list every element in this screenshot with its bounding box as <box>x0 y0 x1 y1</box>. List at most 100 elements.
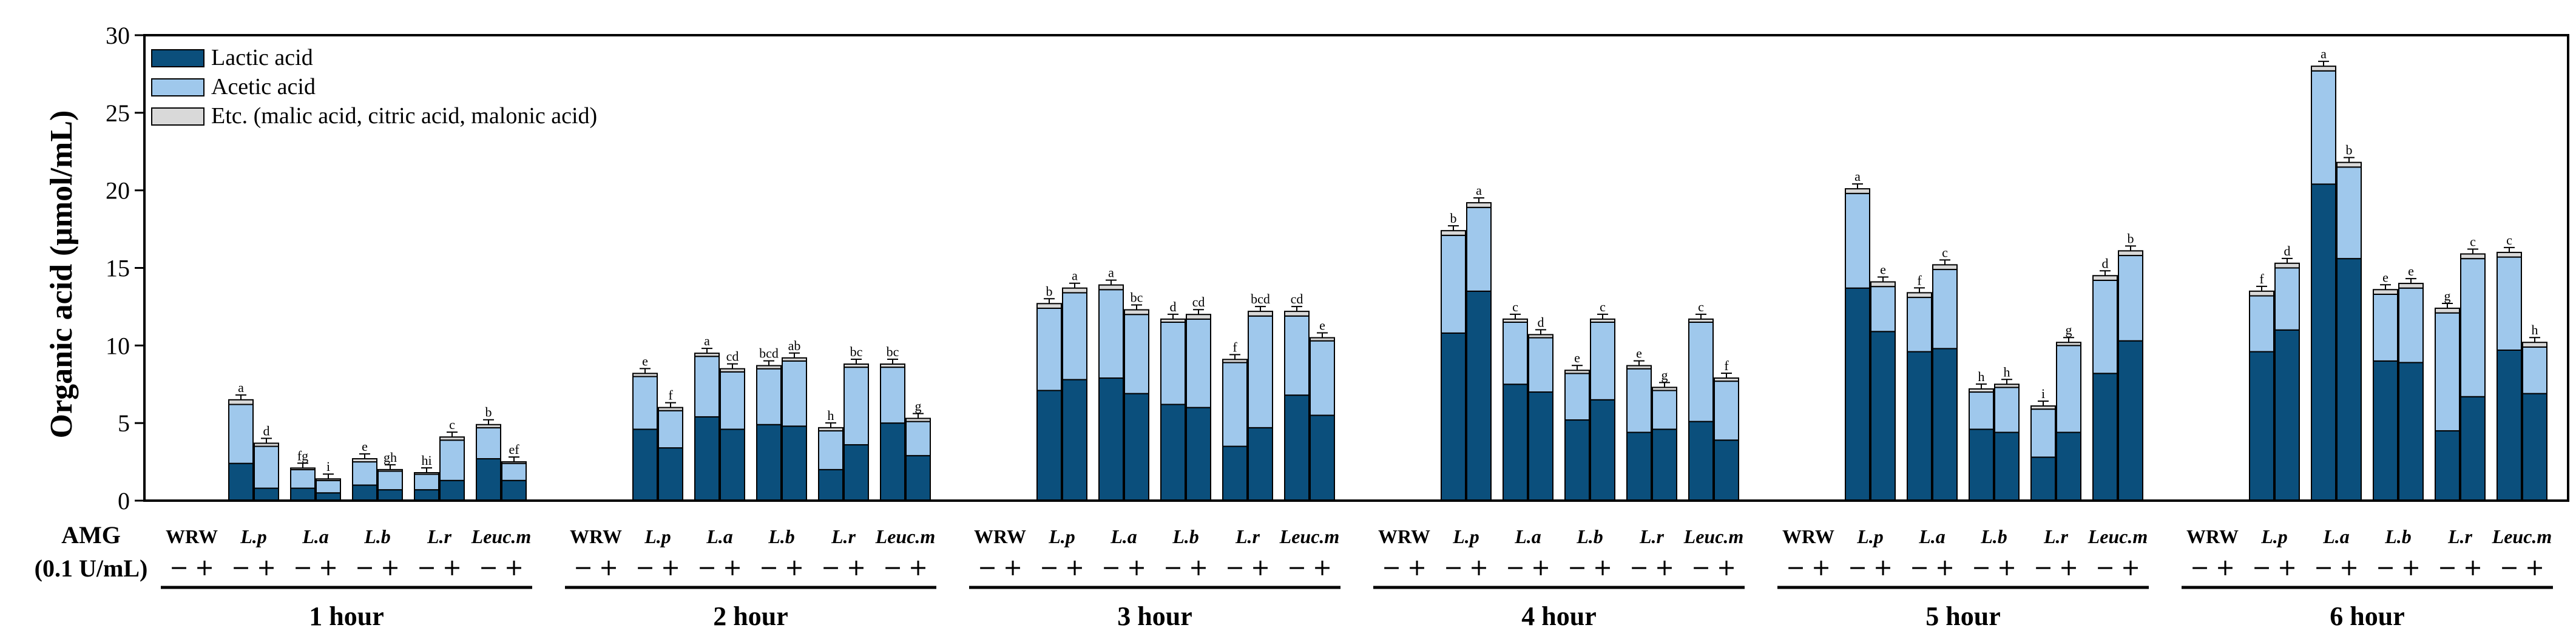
amg-minus-label: − <box>355 554 374 581</box>
significance-label: ab <box>788 338 801 353</box>
amg-minus-label: − <box>1848 554 1867 581</box>
amg-minus-label: − <box>1567 554 1587 581</box>
bar-segment-acetic <box>1036 307 1062 391</box>
amg-minus-label: − <box>1786 554 1805 581</box>
significance-label: f <box>1724 358 1729 373</box>
amg-minus-label: − <box>169 554 189 581</box>
legend-label-etc: Etc. (malic acid, citric acid, malonic a… <box>211 103 597 129</box>
amg-unit-label: (0.1 U/mL) <box>35 555 148 582</box>
bar-segment-etc <box>228 399 254 405</box>
bar-segment-etc <box>2336 161 2362 168</box>
amg-minus-label: − <box>883 554 902 581</box>
bar-segment-lactic <box>1870 331 1896 501</box>
amg-plus-label: + <box>2463 554 2483 581</box>
bar-segment-etc <box>254 442 279 447</box>
amg-plus-label: + <box>2277 554 2297 581</box>
bar-segment-acetic <box>2249 295 2274 353</box>
bar-segment-lactic <box>818 468 843 501</box>
bar-segment-lactic <box>1688 421 1714 501</box>
bar-segment-acetic <box>1441 234 1466 334</box>
bar-segment-etc <box>1845 188 1870 194</box>
strain-label: WRW <box>570 526 622 547</box>
bar-segment-acetic <box>632 376 658 430</box>
bar-segment-acetic <box>377 470 403 491</box>
bar-segment-acetic <box>1186 318 1211 408</box>
bar-segment-etc <box>905 418 931 422</box>
amg-plus-label: + <box>380 554 400 581</box>
bar-segment-etc <box>2522 342 2547 348</box>
significance-label: b <box>2346 143 2353 158</box>
strain-label: WRW <box>2186 526 2239 547</box>
time-group-4: b a c d e c e g c f <box>1441 183 1739 502</box>
strain-label: L.r <box>1639 526 1665 547</box>
bar-segment-lactic <box>2398 362 2424 501</box>
bar-segment-lactic <box>1160 404 1186 502</box>
amg-plus-label: + <box>442 554 462 581</box>
bar-segment-etc <box>2056 342 2081 347</box>
strain-label: WRW <box>166 526 218 547</box>
y-axis-title-group: Organic acid (μmol/mL) <box>44 110 79 439</box>
bar-segment-etc <box>1652 387 1677 391</box>
significance-label: a <box>704 333 710 348</box>
bar-segment-acetic <box>2522 346 2547 394</box>
bar-segment-etc <box>414 472 439 475</box>
amg-plus-label: + <box>785 554 804 581</box>
amg-minus-label: − <box>293 554 313 581</box>
amg-plus-label: + <box>195 554 214 581</box>
significance-label: e <box>362 439 368 454</box>
bar-segment-etc <box>632 373 658 377</box>
bar-segment-etc <box>377 468 403 472</box>
bar-segment-acetic <box>782 360 807 427</box>
significance-label: cd <box>1192 294 1205 309</box>
significance-label: g <box>2444 288 2451 303</box>
significance-label: c <box>2506 232 2512 248</box>
bar-segment-acetic <box>905 421 931 456</box>
bar-segment-etc <box>1688 318 1714 323</box>
bar-segment-acetic <box>1466 206 1492 292</box>
bar-segment-lactic <box>1994 431 2020 501</box>
bar-segment-lactic <box>2497 350 2522 502</box>
bar-segment-lactic <box>632 428 658 501</box>
bar-segment-acetic <box>1222 362 1248 447</box>
bar-segment-etc <box>1503 318 1528 323</box>
significance-label: e <box>642 353 648 368</box>
significance-label: e <box>1880 262 1886 277</box>
strain-label: L.a <box>706 526 733 547</box>
time-group-label: 5 hour <box>1925 601 2000 631</box>
bar-segment-etc <box>2460 253 2486 260</box>
bar-segment-etc <box>1160 318 1186 323</box>
amg-plus-label: + <box>1593 554 1612 581</box>
strain-label: L.p <box>2260 526 2288 547</box>
bar-segment-lactic <box>720 428 745 501</box>
strain-label: WRW <box>1782 526 1834 547</box>
amg-minus-label: − <box>1225 554 1245 581</box>
amg-plus-label: + <box>661 554 680 581</box>
bar-segment-acetic <box>1098 289 1124 379</box>
significance-label: b <box>1450 211 1457 226</box>
bar-segment-acetic <box>1503 321 1528 385</box>
bar-segment-lactic <box>694 416 720 501</box>
bar-segment-etc <box>352 458 377 463</box>
amg-plus-label: + <box>1313 554 1332 581</box>
significance-label: g <box>915 398 922 413</box>
significance-label: f <box>1232 339 1237 354</box>
significance-label: c <box>449 417 455 432</box>
bar-segment-etc <box>694 353 720 357</box>
amg-plus-label: + <box>599 554 618 581</box>
significance-label: a <box>2321 46 2327 61</box>
significance-label: f <box>1917 272 1922 288</box>
bar-segment-etc <box>1310 337 1335 342</box>
bar-segment-acetic <box>880 367 905 424</box>
bar-segment-lactic <box>2311 183 2336 501</box>
strain-label: Leuc.m <box>2492 526 2552 547</box>
amg-plus-label: + <box>1003 554 1023 581</box>
amg-minus-label: − <box>1629 554 1649 581</box>
bar-segment-acetic <box>254 445 279 489</box>
time-group-1: a d fg i e gh hi c b ef <box>228 380 527 502</box>
strain-label: L.b <box>1980 526 2007 547</box>
bar-segment-etc <box>316 478 341 481</box>
legend-label-lactic: Lactic acid <box>211 45 313 70</box>
significance-label: g <box>1662 367 1668 382</box>
